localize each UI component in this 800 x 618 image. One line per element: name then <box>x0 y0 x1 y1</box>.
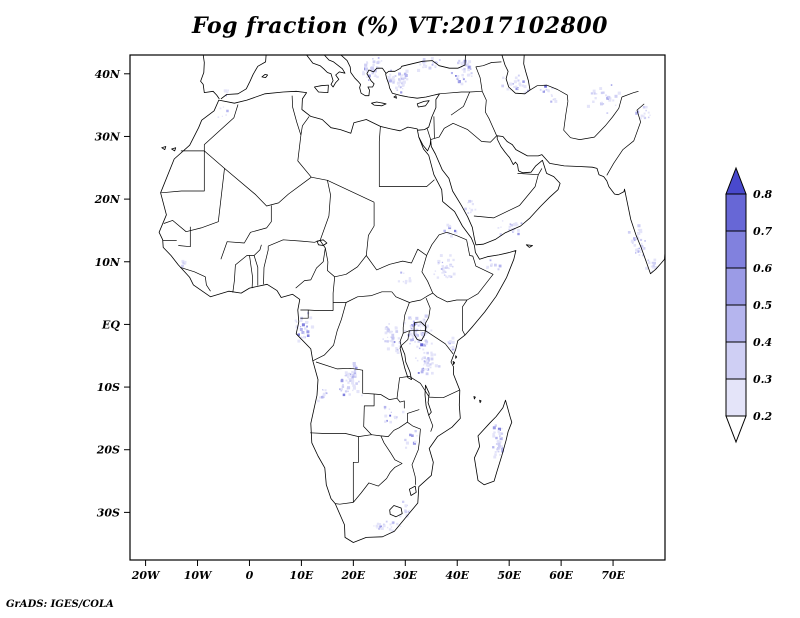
x-tick-label: 50E <box>497 569 521 582</box>
map-plot: 20W 10W 0 10E 20E 30E 40E 50E 60E 70E 40N 30N 20N 10N… <box>94 54 666 582</box>
colorbar-segment <box>725 230 747 269</box>
y-axis: 40N 30N 20N 10N EQ 10S 20S 30S <box>94 68 130 519</box>
colorbar-tick-label: 0.7 <box>753 225 772 238</box>
colorbar-below-arrow <box>725 415 747 444</box>
y-tick-label: 10S <box>97 381 120 394</box>
x-tick-label: 10W <box>184 569 213 582</box>
country-borders <box>161 61 645 505</box>
colorbar-tick-label: 0.5 <box>753 299 772 312</box>
colorbar-tick-label: 0.4 <box>753 336 772 349</box>
y-tick-label: 30N <box>95 130 121 143</box>
x-tick-label: 60E <box>549 569 573 582</box>
x-tick-label: 40E <box>445 569 469 582</box>
y-tick-label: 10N <box>95 256 121 269</box>
colorbar-tick-label: 0.8 <box>753 188 772 201</box>
x-tick-label: 30E <box>393 569 417 582</box>
colorbar-segment <box>725 341 747 380</box>
colorbar-segment <box>725 378 747 417</box>
x-tick-label: 20E <box>340 569 365 582</box>
y-tick-label: EQ <box>101 318 120 331</box>
colorbar-segment <box>725 304 747 343</box>
fog-speckles <box>181 57 657 533</box>
colorbar-segment <box>725 267 747 306</box>
grads-credit: GrADS: IGES/COLA <box>6 599 114 610</box>
colorbar-tick-label: 0.6 <box>753 262 772 275</box>
x-tick-label: 0 <box>246 569 254 582</box>
plot-frame <box>129 54 666 561</box>
y-tick-label: 20S <box>96 444 120 457</box>
coastlines <box>158 55 665 543</box>
x-tick-label: 10E <box>290 569 314 582</box>
x-tick-label: 20W <box>131 569 161 582</box>
colorbar-tick-label: 0.2 <box>753 410 772 423</box>
x-axis: 20W 10W 0 10E 20E 30E 40E 50E 60E 70E <box>131 560 626 582</box>
y-tick-label: 40N <box>95 68 121 81</box>
map-content <box>158 55 665 543</box>
x-tick-label: 70E <box>601 569 625 582</box>
plot-title: Fog fraction (%) VT:2017102800 <box>192 13 608 39</box>
y-tick-label: 30S <box>97 506 120 519</box>
colorbar-tick-label: 0.3 <box>753 373 772 386</box>
colorbar-above-arrow <box>725 166 747 195</box>
y-tick-label: 20N <box>94 193 121 206</box>
colorbar: 0.8 0.7 0.6 0.5 0.4 0.3 0.2 <box>725 166 772 444</box>
colorbar-segment <box>725 193 747 232</box>
